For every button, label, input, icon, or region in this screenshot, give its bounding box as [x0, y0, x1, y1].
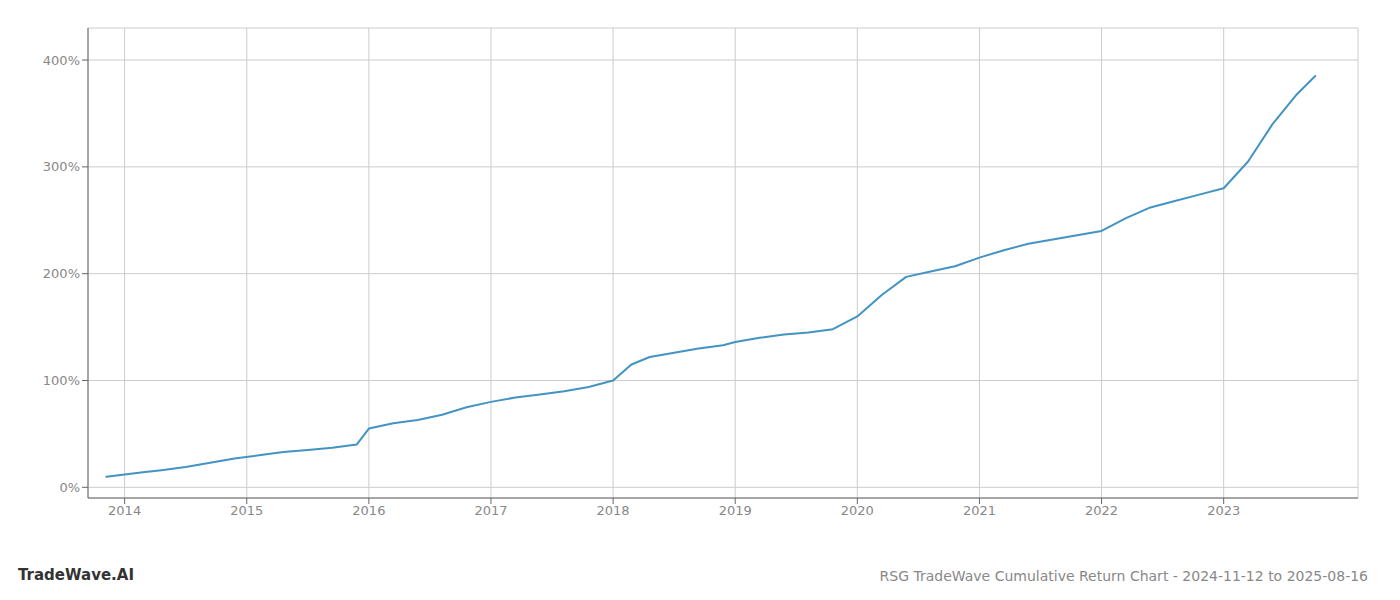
svg-text:200%: 200% — [43, 266, 80, 281]
svg-text:2017: 2017 — [474, 503, 507, 518]
svg-text:2018: 2018 — [597, 503, 630, 518]
svg-text:0%: 0% — [59, 480, 80, 495]
svg-text:100%: 100% — [43, 373, 80, 388]
html-text:RSG TradeWave Cumulative Retur: RSG TradeWave Cumulative Return Chart - … — [879, 568, 1368, 584]
svg-text:2014: 2014 — [108, 503, 141, 518]
html-text:TradeWave.AI: TradeWave.AI — [18, 566, 134, 584]
svg-text:2019: 2019 — [719, 503, 752, 518]
svg-text:2022: 2022 — [1085, 503, 1118, 518]
svg-text:300%: 300% — [43, 159, 80, 174]
svg-text:2015: 2015 — [230, 503, 263, 518]
svg-text:2020: 2020 — [841, 503, 874, 518]
svg-text:400%: 400% — [43, 53, 80, 68]
svg-text:2016: 2016 — [352, 503, 385, 518]
svg-text:2023: 2023 — [1207, 503, 1240, 518]
svg-text:2021: 2021 — [963, 503, 996, 518]
